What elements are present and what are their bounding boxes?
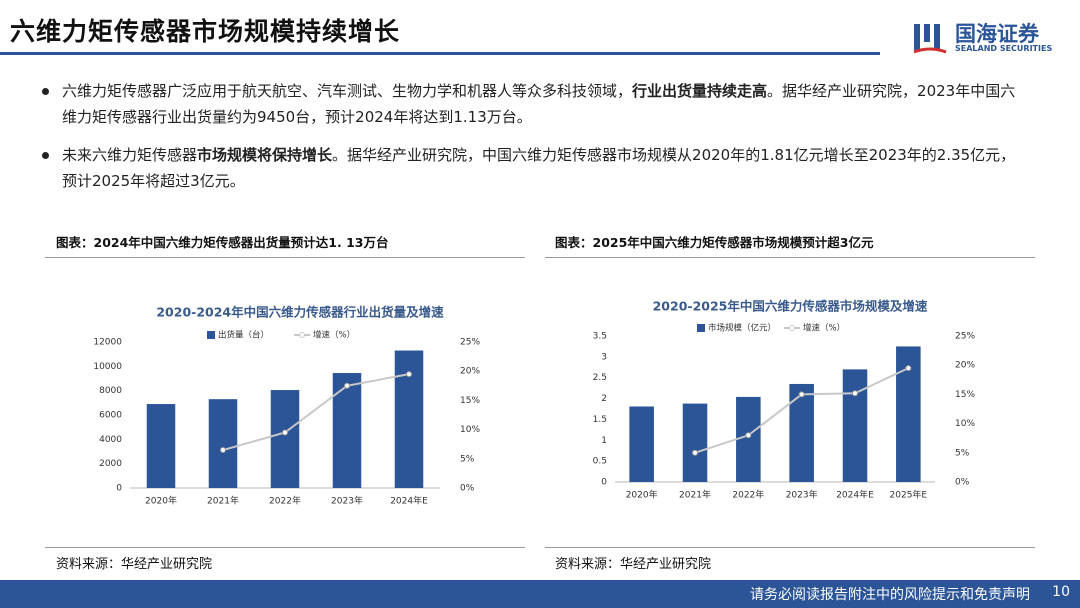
x-tick-label: 2024年E	[390, 495, 428, 507]
page-number: 10	[1052, 584, 1070, 600]
y-tick-label: 12000	[93, 338, 122, 348]
y-tick-label: 2	[601, 394, 607, 404]
bullet-text: 市场规模将保持增长	[197, 146, 333, 164]
x-tick-label: 2022年	[269, 495, 301, 507]
x-tick-label: 2021年	[679, 489, 711, 501]
growth-point	[282, 429, 288, 436]
bullet: 未来六维力矩传感器市场规模将保持增长。据华经产业研究院，中国六维力矩传感器市场规…	[42, 142, 1027, 194]
legend-marker	[299, 332, 305, 338]
y2-tick-label: 0%	[460, 484, 475, 494]
chart: 2020-2024年中国六维力传感器行业出货量及增速 0 2000 4000 6000 8…	[93, 305, 480, 507]
y-tick-label: 2000	[99, 459, 122, 469]
legend-label: 增速（%）	[313, 330, 355, 341]
y2-tick-label: 15%	[460, 396, 480, 406]
growth-point	[745, 432, 752, 439]
figure-caption: 图表：2025年中国六维力矩传感器市场规模预计超3亿元	[555, 235, 874, 250]
bar	[146, 404, 176, 488]
x-tick-label: 2020年	[626, 489, 658, 501]
source-rule	[545, 547, 1035, 548]
x-tick-label: 2023年	[331, 495, 363, 507]
y2-tick-label: 20%	[955, 361, 975, 371]
y-tick-label: 6000	[99, 411, 122, 421]
y-tick-label: 0.5	[593, 457, 607, 467]
x-tick-label: 2025年E	[890, 489, 928, 501]
growth-point	[852, 390, 858, 397]
growth-line	[222, 373, 410, 452]
y2-tick-label: 5%	[955, 448, 970, 458]
y-tick-label: 3	[601, 352, 607, 362]
x-tick-label: 2024年E	[836, 489, 874, 501]
bar	[629, 406, 654, 482]
title-rule	[0, 52, 880, 55]
y-tick-label: 0	[601, 478, 607, 488]
y2-tick-label: 5%	[460, 454, 475, 464]
growth-point	[406, 371, 412, 378]
logo-icon	[913, 24, 947, 54]
growth-point	[905, 365, 912, 372]
chart: 2020-2025年中国六维力传感器市场规模及增速 0 0.5 1 1.5 2 2.5 3 3.…	[593, 299, 976, 501]
x-tick-label: 2021年	[207, 495, 239, 507]
y2-tick-label: 25%	[460, 338, 480, 348]
legend-marker	[789, 325, 795, 331]
source-rule	[45, 547, 525, 548]
figure-caption: 图表：2024年中国六维力矩传感器出货量预计达1. 13万台	[56, 235, 389, 250]
legend-label: 增速（%）	[803, 323, 845, 334]
y2-tick-label: 10%	[955, 419, 975, 429]
bullet-text: 未来六维力矩传感器	[62, 146, 198, 164]
chart-title: 2020-2025年中国六维力传感器市场规模及增速	[653, 299, 928, 314]
growth-point	[692, 449, 698, 456]
legend-swatch	[697, 324, 705, 332]
bar	[842, 369, 868, 482]
disclaimer: 请务必阅读报告附注中的风险提示和免责声明	[750, 587, 1030, 603]
y2-tick-label: 25%	[955, 332, 975, 342]
growth-point	[344, 382, 350, 389]
y-tick-label: 4000	[99, 435, 122, 445]
legend-swatch	[207, 331, 215, 339]
y-tick-label: 1	[601, 436, 607, 446]
logo-text: 国海证券	[955, 22, 1039, 46]
bar	[332, 373, 362, 488]
x-tick-label: 2022年	[732, 489, 764, 501]
caption-rule	[545, 257, 1035, 258]
bullet: 六维力矩传感器广泛应用于航天航空、汽车测试、生物力学和机器人等众多科技领域，行业…	[42, 78, 1027, 130]
y-tick-label: 8000	[99, 386, 122, 396]
y-tick-label: 10000	[93, 362, 122, 372]
source: 资料来源：华经产业研究院	[56, 557, 213, 572]
y-tick-label: 3.5	[593, 332, 607, 342]
caption-rule	[45, 257, 525, 258]
y2-tick-label: 0%	[955, 478, 970, 488]
legend-label: 出货量（台）	[218, 330, 269, 341]
bar	[736, 396, 761, 482]
x-tick-label: 2023年	[786, 489, 818, 501]
y-tick-label: 1.5	[593, 415, 607, 425]
y2-tick-label: 15%	[955, 390, 975, 400]
bar	[208, 399, 238, 488]
bullet-text: 。据华经产业研究院，2023年中国六维力矩传感器行业出货量约为9450台，预计2…	[62, 82, 1016, 126]
growth-point	[220, 447, 226, 454]
slide-title: 六维力矩传感器市场规模持续增长	[10, 17, 401, 46]
logo-english: SEALAND SECURITIES	[955, 44, 1053, 53]
bullet-text: 行业出货量持续走高	[632, 82, 768, 100]
y2-tick-label: 10%	[460, 425, 480, 435]
y-tick-label: 2.5	[593, 373, 607, 383]
growth-point	[798, 391, 805, 398]
bar	[270, 390, 300, 488]
footer-bar	[0, 580, 1080, 608]
bullet-text: 。据华经产业研究院，中国六维力矩传感器市场规模从2020年的1.81亿元增长至2…	[62, 146, 1016, 190]
y-tick-label: 0	[116, 484, 122, 494]
chart-title: 2020-2024年中国六维力传感器行业出货量及增速	[156, 305, 444, 320]
source: 资料来源：华经产业研究院	[555, 557, 712, 572]
bar	[682, 403, 708, 482]
bullet-text: 六维力矩传感器广泛应用于航天航空、汽车测试、生物力学和机器人等众多科技领域，	[62, 82, 633, 100]
legend-label: 市场规模（亿元）	[708, 323, 776, 334]
y2-tick-label: 20%	[460, 367, 480, 377]
bar	[789, 383, 814, 482]
x-tick-label: 2020年	[145, 495, 177, 507]
